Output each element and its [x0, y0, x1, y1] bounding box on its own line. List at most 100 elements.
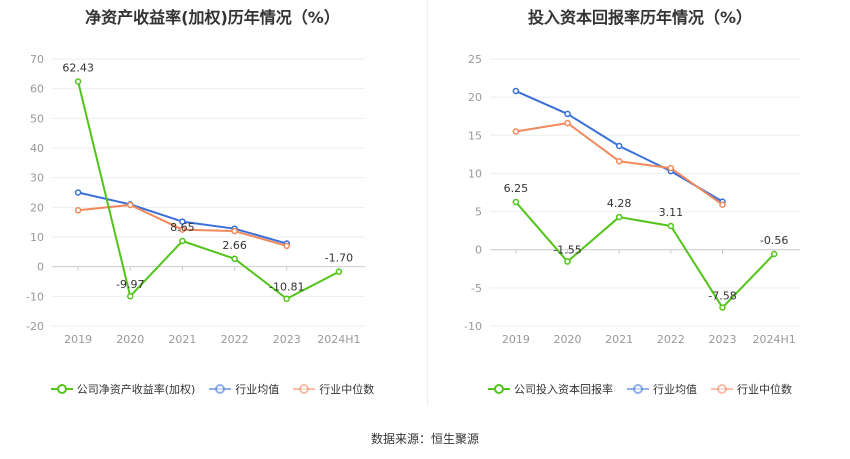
roe-series-line-1	[77, 191, 288, 245]
roe-series-point-0	[74, 78, 82, 85]
legend-line-marker-icon	[209, 383, 232, 395]
roic-x-tick-label: 2024H1	[753, 333, 796, 346]
roic-chart-panel: 投入资本回报率历年情况（%） 25 20 15 10 5 0 -5 -10 2019 2020 20…	[430, 0, 850, 420]
legend-line-marker-icon	[50, 383, 73, 395]
roe-y-tick-label: 0	[37, 261, 44, 274]
legend-line-marker-icon	[627, 383, 649, 395]
roe-x-tick-label: 2022	[221, 333, 249, 346]
roic-data-label: 6.25	[504, 182, 528, 195]
roe-x-tick-label: 2019	[64, 333, 92, 346]
roic-series-point-2	[615, 157, 623, 165]
roic-data-label: 4.28	[607, 197, 632, 210]
roic-y-tick-label: -5	[471, 282, 482, 295]
roe-data-label: 62.43	[62, 61, 94, 74]
roic-chart-plot: 25 20 15 10 5 0 -5 -10 2019 2020 2021 2022 2023 2024H…	[464, 53, 800, 346]
roe-series-point-0	[127, 292, 134, 300]
roe-x-tick-label: 2023	[273, 333, 301, 346]
roe-series-point-2	[74, 207, 82, 214]
roe-series-point-0	[283, 295, 290, 302]
roe-y-tick-label: 40	[30, 142, 44, 155]
roic-data-label: 3.11	[659, 206, 684, 219]
roe-series-line-0	[77, 81, 340, 300]
roe-data-label: -1.70	[325, 252, 353, 265]
roe-y-tick-label: 70	[30, 53, 44, 66]
roe-legend-item-1[interactable]: 行业均值	[209, 381, 279, 397]
roic-data-label: -7.58	[708, 290, 736, 303]
roe-y-tick-label: 20	[30, 201, 44, 214]
roic-series-point-2	[719, 201, 726, 208]
roic-y-tick-label: 25	[468, 53, 482, 66]
roe-legend-label: 公司净资产收益率(加权)	[76, 383, 196, 396]
roe-chart-panel: 净资产收益率(加权)历年情况（%） 70 60 50 40 30 20 10 0 -10 -20 2…	[0, 0, 425, 420]
roic-legend-label: 公司投入资本回报率	[514, 383, 613, 396]
roe-series-point-2	[231, 227, 238, 235]
roe-data-label: 8.65	[170, 221, 195, 234]
legend-line-marker-icon	[293, 383, 316, 395]
roic-series-point-1	[564, 110, 571, 118]
roe-x-tick-label: 2020	[116, 333, 144, 346]
roe-y-tick-label: -20	[26, 320, 44, 333]
roic-series-point-0	[719, 304, 726, 311]
roe-x-tick-label: 2021	[168, 333, 196, 346]
roe-series-point-0	[335, 268, 343, 275]
roic-series-line-0	[515, 201, 775, 309]
legend-line-marker-icon	[488, 383, 510, 395]
roic-legend-label: 行业均值	[653, 383, 697, 396]
roic-y-tick-label: -10	[464, 320, 482, 333]
roic-legend-item-2[interactable]: 行业中位数	[711, 381, 792, 397]
roic-y-tick-label: 5	[475, 206, 482, 219]
roic-series-point-0	[770, 250, 778, 258]
roe-chart-title: 净资产收益率(加权)历年情况（%）	[85, 8, 340, 27]
roe-series-point-2	[283, 242, 290, 250]
roic-series-point-2	[512, 128, 520, 135]
roic-y-tick-label: 10	[468, 167, 482, 180]
roe-series-point-0	[179, 237, 186, 245]
roe-series-point-2	[127, 201, 134, 209]
roic-series-point-0	[667, 222, 675, 230]
roe-data-label: 2.66	[222, 239, 247, 252]
roic-series-point-2	[564, 119, 571, 127]
roic-y-tick-label: 0	[475, 244, 482, 257]
roic-x-tick-label: 2021	[605, 333, 633, 346]
roe-data-label: -10.81	[269, 281, 304, 294]
roe-legend-item-0[interactable]: 公司净资产收益率(加权)	[50, 381, 196, 397]
roic-x-tick-label: 2023	[709, 333, 737, 346]
roe-series-point-2	[179, 226, 186, 233]
roe-legend-label: 行业均值	[235, 383, 280, 396]
roic-y-tick-label: 20	[468, 91, 482, 104]
roe-legend-label: 行业中位数	[319, 383, 375, 396]
roic-series-point-0	[615, 213, 623, 221]
roic-x-tick-label: 2019	[502, 333, 530, 346]
roic-series-point-2	[667, 164, 675, 172]
roic-legend-label: 行业中位数	[737, 383, 792, 396]
roe-y-tick-label: 30	[30, 172, 44, 185]
roic-x-tick-label: 2022	[657, 333, 685, 346]
roe-series-point-0	[231, 255, 238, 263]
roic-legend-item-0[interactable]: 公司投入资本回报率	[488, 381, 613, 397]
roe-y-tick-label: 50	[30, 112, 44, 125]
roe-series-point-1	[74, 189, 82, 196]
roe-y-tick-label: 60	[30, 83, 44, 96]
roe-chart-legend: 公司净资产收益率(加权) 行业均值 行业中位数	[0, 381, 425, 397]
roic-series-point-1	[615, 142, 623, 150]
roe-chart-plot: 70 60 50 40 30 20 10 0 -10 -20 2019 2020 2021 2022 202…	[26, 53, 365, 346]
legend-line-marker-icon	[711, 383, 733, 395]
panel-divider	[427, 0, 428, 405]
roe-y-tick-label: 10	[30, 231, 44, 244]
roic-legend-item-1[interactable]: 行业均值	[627, 381, 697, 397]
roe-data-label: -9.97	[116, 278, 144, 291]
roic-chart-title: 投入资本回报率历年情况（%）	[527, 8, 753, 27]
roic-y-tick-label: 15	[468, 129, 482, 142]
roe-legend-item-2[interactable]: 行业中位数	[293, 381, 374, 397]
roic-series-point-1	[512, 87, 520, 95]
roe-y-tick-label: -10	[26, 290, 44, 303]
roic-series-point-0	[564, 258, 571, 265]
roic-chart-legend: 公司投入资本回报率 行业均值 行业中位数	[430, 381, 850, 397]
roe-x-tick-label: 2024H1	[317, 333, 360, 346]
roic-series-point-0	[512, 198, 520, 206]
roic-data-label: -1.55	[553, 244, 581, 257]
data-source-note: 数据来源：恒生聚源	[370, 432, 479, 446]
roic-data-label: -0.56	[760, 234, 788, 247]
roe-series-point-1	[179, 218, 186, 225]
roic-x-tick-label: 2020	[554, 333, 582, 346]
